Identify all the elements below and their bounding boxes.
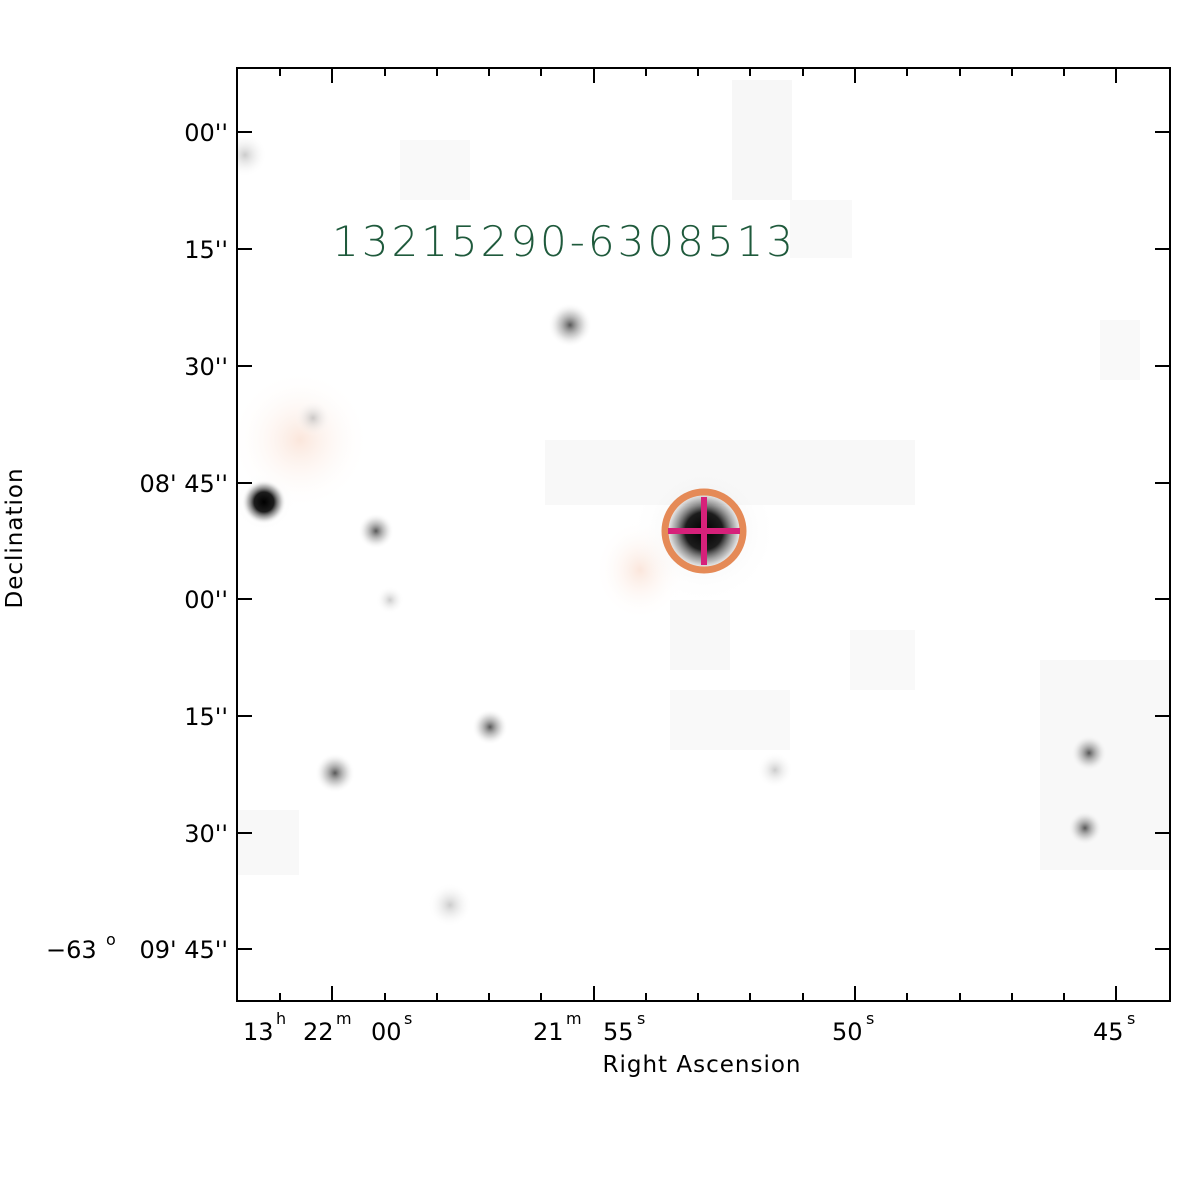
- star: [548, 303, 592, 347]
- dec-tick-label: 15'': [184, 703, 228, 731]
- star: [242, 480, 286, 524]
- dec-tick-label: 30'': [184, 353, 228, 381]
- dec-tick-labels: 00'' 15'' 30'' 08' 45'' 00'' 15'' 30'' 0…: [46, 119, 228, 964]
- dec-degree-prefix: −63: [46, 936, 97, 964]
- star: [358, 513, 394, 549]
- ra-hours: 13: [243, 1018, 274, 1046]
- sky-image: [237, 68, 1170, 1001]
- ra-seconds-unit: s: [404, 1009, 412, 1028]
- ra-minutes: 22: [303, 1018, 334, 1046]
- star: [472, 709, 508, 745]
- dec-tick-label: 00'': [184, 586, 228, 614]
- ra-minutes-unit: m: [566, 1009, 582, 1028]
- target-marker: [661, 488, 747, 574]
- ra-seconds: 50: [832, 1018, 863, 1046]
- ra-seconds-unit: s: [637, 1009, 645, 1028]
- faint-source: [237, 133, 267, 177]
- dec-tick-label: 00'': [184, 119, 228, 147]
- ra-minutes-unit: m: [336, 1009, 352, 1028]
- object-label: 13215290-6308513: [332, 217, 796, 266]
- faint-source: [757, 752, 793, 788]
- star: [1068, 811, 1102, 845]
- star: [1071, 735, 1107, 771]
- dec-tick-label: 15'': [184, 236, 228, 264]
- star: [315, 753, 355, 793]
- ra-seconds-unit: s: [1127, 1009, 1135, 1028]
- y-axis-title: Declination: [2, 467, 28, 608]
- axis-ticks: [237, 68, 1170, 1001]
- ra-tick-labels: 13 h 22 m 00 s 21 m 55 s 50 s 45 s: [243, 1009, 1135, 1046]
- dec-tick-label: 09' 45'': [140, 936, 229, 964]
- faint-source: [295, 400, 331, 436]
- ra-seconds: 00: [371, 1018, 402, 1046]
- target-circle: [661, 488, 747, 574]
- x-axis-title: Right Ascension: [603, 1052, 802, 1078]
- dec-tick-label: 08' 45'': [140, 470, 229, 498]
- ra-minutes: 21: [533, 1018, 564, 1046]
- dec-tick-label: 30'': [184, 820, 228, 848]
- ra-seconds-unit: s: [866, 1009, 874, 1028]
- dec-degree-symbol: o: [106, 930, 116, 949]
- ra-seconds: 55: [603, 1018, 634, 1046]
- faint-source: [376, 586, 404, 614]
- faint-source: [428, 883, 472, 927]
- ra-hours-unit: h: [276, 1009, 286, 1028]
- plot-frame: [236, 67, 1171, 1002]
- ra-seconds: 45: [1093, 1018, 1124, 1046]
